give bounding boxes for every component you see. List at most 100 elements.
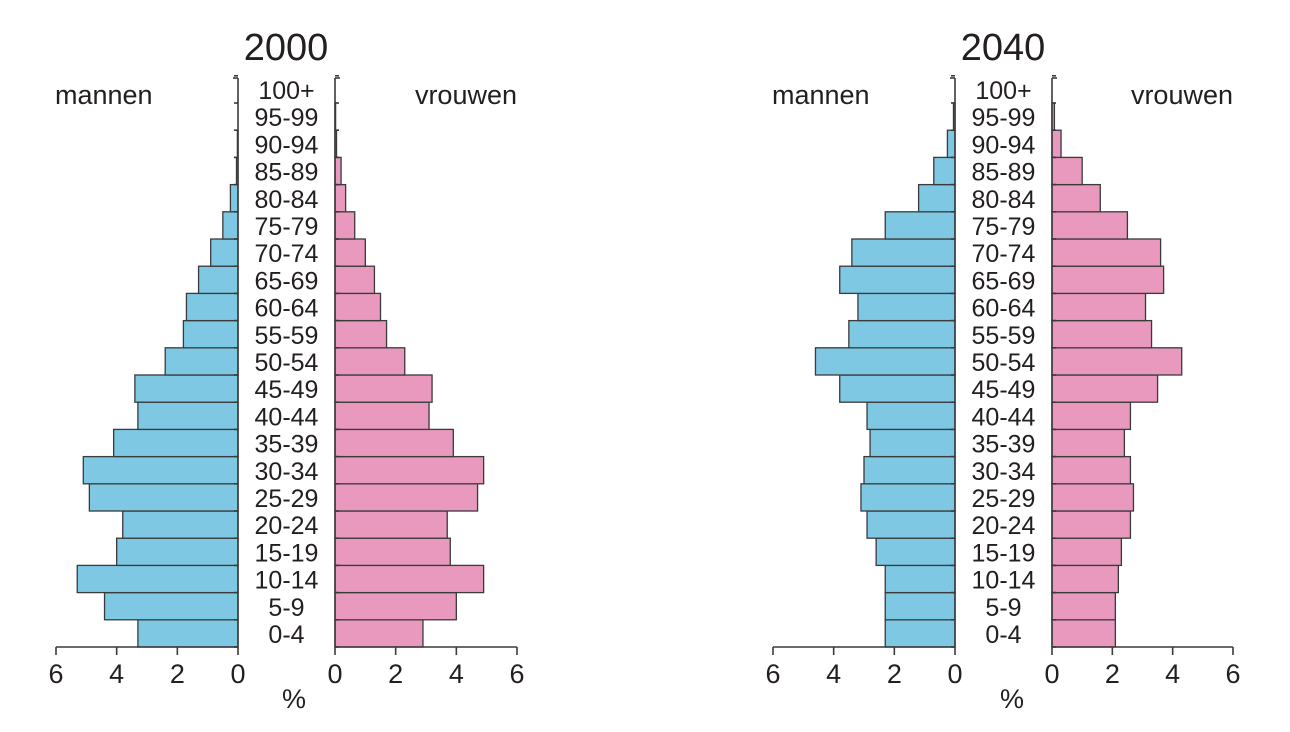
age-label-10-14: 10-14: [255, 567, 319, 595]
age-label-95-99: 95-99: [255, 104, 319, 132]
left-side-label: mannen: [55, 80, 153, 110]
right-side-label: vrouwen: [415, 80, 517, 110]
x-tick-label: 4: [826, 659, 841, 689]
chart-title: 2040: [961, 27, 1046, 69]
age-label-80-84: 80-84: [972, 186, 1036, 214]
bar-mannen-40-44: [866, 401, 956, 431]
age-label-90-94: 90-94: [972, 131, 1036, 159]
age-label-0-4: 0-4: [985, 621, 1021, 649]
bar-mannen-10-14: [76, 564, 239, 594]
bar-vrouwen-65-69: [1051, 265, 1165, 295]
bar-vrouwen-40-44: [334, 401, 430, 431]
bar-vrouwen-70-74: [334, 238, 366, 267]
bar-mannen-15-19: [875, 537, 956, 567]
bar-vrouwen-15-19: [334, 537, 451, 567]
bar-vrouwen-10-14: [1051, 564, 1120, 594]
bar-mannen-5-9: [884, 591, 956, 621]
age-label-100+: 100+: [975, 77, 1031, 105]
bar-mannen-65-69: [839, 265, 956, 295]
pyramid-2000: 2000 mannen vrouwen % 0-45-910-1415-1920…: [48, 27, 524, 714]
x-tick-label: 6: [509, 659, 524, 689]
x-tick-label: 0: [327, 659, 342, 689]
x-tick-label: 0: [230, 659, 245, 689]
bar-mannen-70-74: [851, 238, 956, 267]
bar-vrouwen-80-84: [1051, 183, 1101, 213]
bar-vrouwen-25-29: [334, 483, 479, 512]
x-tick-label: 4: [449, 659, 464, 689]
bar-vrouwen-75-79: [1051, 211, 1129, 240]
x-tick-label: 0: [1044, 659, 1059, 689]
age-label-0-4: 0-4: [268, 621, 304, 649]
bar-mannen-0-4: [884, 619, 956, 648]
age-label-75-79: 75-79: [972, 213, 1036, 241]
age-label-30-34: 30-34: [972, 458, 1036, 486]
bar-vrouwen-65-69: [334, 265, 376, 295]
bar-mannen-40-44: [137, 401, 239, 431]
bar-mannen-85-89: [933, 156, 956, 186]
age-label-45-49: 45-49: [972, 376, 1036, 404]
age-label-40-44: 40-44: [972, 403, 1036, 431]
x-tick-label: 2: [170, 659, 185, 689]
age-label-10-14: 10-14: [972, 567, 1036, 595]
unit-label: %: [282, 684, 306, 714]
age-label-55-59: 55-59: [255, 322, 319, 350]
bar-mannen-55-59: [848, 319, 956, 349]
x-tick-label: 6: [765, 659, 780, 689]
bar-vrouwen-10-14: [334, 564, 485, 594]
bar-mannen-25-29: [88, 483, 239, 512]
bar-vrouwen-20-24: [334, 510, 448, 539]
x-tick-label: 2: [388, 659, 403, 689]
bar-vrouwen-90-94: [1051, 129, 1062, 159]
age-label-30-34: 30-34: [255, 458, 319, 486]
bar-vrouwen-50-54: [1051, 347, 1183, 376]
bar-vrouwen-40-44: [1051, 401, 1132, 431]
age-label-20-24: 20-24: [972, 512, 1036, 540]
bar-mannen-90-94: [946, 129, 956, 159]
bar-vrouwen-70-74: [1051, 238, 1162, 267]
bar-mannen-5-9: [103, 591, 239, 621]
age-label-70-74: 70-74: [255, 240, 319, 268]
age-label-60-64: 60-64: [972, 295, 1036, 323]
bar-mannen-60-64: [185, 292, 239, 322]
bar-vrouwen-0-4: [1051, 619, 1116, 648]
bar-mannen-65-69: [197, 265, 239, 295]
bar-mannen-20-24: [122, 510, 239, 539]
bar-mannen-35-39: [869, 428, 956, 458]
bar-vrouwen-45-49: [334, 374, 433, 403]
bar-mannen-80-84: [917, 183, 956, 213]
age-label-40-44: 40-44: [255, 403, 319, 431]
bar-mannen-30-34: [82, 455, 239, 485]
age-label-5-9: 5-9: [985, 594, 1021, 622]
bar-mannen-55-59: [182, 319, 239, 349]
bar-mannen-60-64: [857, 292, 956, 322]
bar-vrouwen-30-34: [1051, 455, 1132, 485]
bar-vrouwen-85-89: [1051, 156, 1083, 186]
bar-mannen-80-84: [229, 183, 239, 213]
bar-vrouwen-60-64: [334, 292, 382, 322]
x-tick-label: 0: [947, 659, 962, 689]
x-tick-label: 2: [887, 659, 902, 689]
x-tick-label: 6: [1225, 659, 1240, 689]
age-label-90-94: 90-94: [255, 131, 319, 159]
bar-mannen-75-79: [222, 211, 239, 240]
age-label-50-54: 50-54: [255, 349, 319, 377]
bar-mannen-10-14: [884, 564, 956, 594]
bar-vrouwen-75-79: [334, 211, 356, 240]
chart-title: 2000: [244, 27, 329, 69]
bar-mannen-0-4: [137, 619, 239, 648]
age-label-65-69: 65-69: [972, 267, 1036, 295]
age-label-35-39: 35-39: [255, 431, 319, 459]
age-label-85-89: 85-89: [255, 159, 319, 187]
age-label-70-74: 70-74: [972, 240, 1036, 268]
bar-vrouwen-25-29: [1051, 483, 1135, 512]
age-label-65-69: 65-69: [255, 267, 319, 295]
age-label-25-29: 25-29: [255, 485, 319, 513]
bar-mannen-25-29: [860, 483, 956, 512]
age-label-25-29: 25-29: [972, 485, 1036, 513]
age-label-50-54: 50-54: [972, 349, 1036, 377]
bar-mannen-45-49: [134, 374, 239, 403]
x-tick-label: 2: [1105, 659, 1120, 689]
x-tick-label: 4: [1165, 659, 1180, 689]
age-label-95-99: 95-99: [972, 104, 1036, 132]
